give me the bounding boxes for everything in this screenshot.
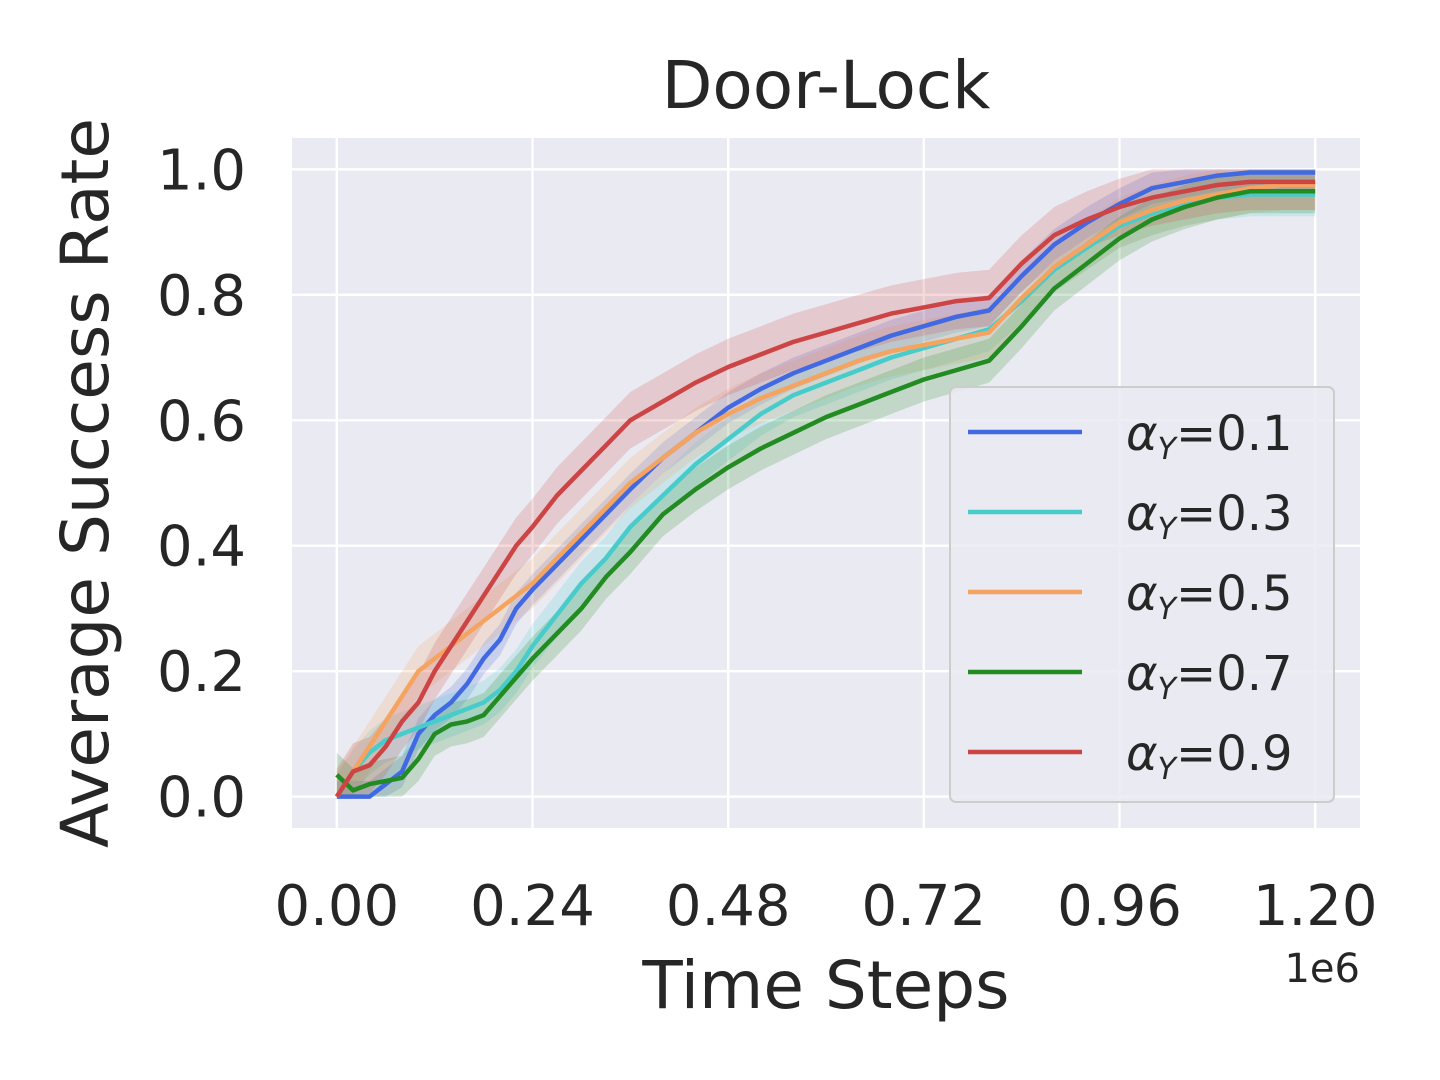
series-line-4: [334, 179, 1316, 798]
x-tick-label: 0.24: [470, 874, 595, 939]
legend-box: [949, 386, 1335, 803]
legend-label: αY=0.1: [1126, 406, 1293, 467]
x-tick-label: 0.48: [666, 874, 791, 939]
y-tick-label: 0.8: [157, 264, 246, 329]
chart-title: Door-Lock: [662, 47, 992, 124]
x-tick-label: 0.96: [1057, 874, 1182, 939]
legend: αY=0.1 αY=0.3 αY=0.5 αY=0.7 αY=0.9: [949, 386, 1335, 803]
y-tick-label: 0.0: [157, 766, 246, 831]
legend-label: αY=0.7: [1126, 646, 1293, 707]
legend-label: αY=0.5: [1126, 566, 1293, 627]
series-lines: [334, 170, 1316, 799]
series-line-3: [335, 189, 1316, 793]
x-axis-label: Time Steps: [641, 947, 1009, 1024]
series-line-1: [334, 192, 1316, 798]
y-tick-label: 1.0: [157, 138, 246, 203]
y-tick-label: 0.2: [157, 640, 246, 705]
legend-label: αY=0.9: [1126, 726, 1293, 787]
y-axis-label: Average Success Rate: [47, 118, 124, 848]
tick-labels: 0.00 0.24 0.48 0.72 0.96 1.20 0.0 0.2 0.4 0.6 0.8 1…: [157, 138, 1378, 939]
series-line-2: [334, 182, 1316, 798]
legend-label: αY=0.3: [1126, 486, 1293, 547]
x-tick-label: 0.72: [861, 874, 986, 939]
y-tick-label: 0.6: [157, 389, 246, 454]
y-tick-label: 0.4: [157, 515, 246, 580]
x-tick-label: 0.00: [274, 874, 399, 939]
x-tick-label: 1.20: [1253, 874, 1378, 939]
x-offset-label: 1e6: [1284, 946, 1360, 992]
